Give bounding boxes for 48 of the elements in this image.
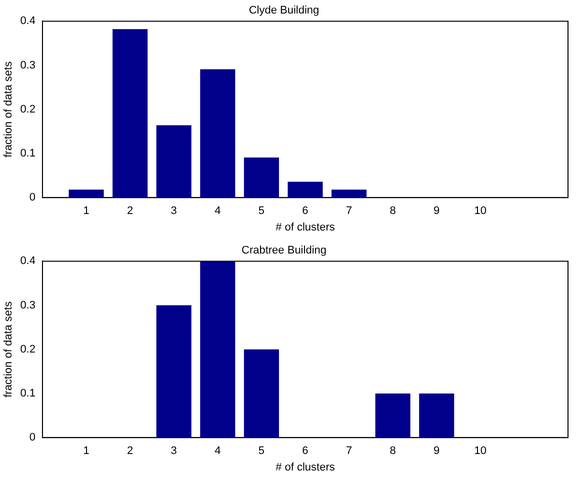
- bar: [419, 394, 454, 438]
- y-axis-title: fraction of data sets: [2, 60, 15, 158]
- x-tick-label: 4: [214, 445, 221, 458]
- x-tick-label: 6: [302, 205, 308, 218]
- x-tick-label: 4: [214, 205, 221, 218]
- chart-title: Clyde Building: [248, 4, 320, 17]
- y-tick-label: 0.3: [20, 299, 36, 312]
- bar: [375, 394, 410, 438]
- y-tick-label: 0: [29, 192, 36, 204]
- x-tick-label: 10: [474, 445, 487, 458]
- x-tick-label: 2: [127, 445, 134, 458]
- chart-title: Crabtree Building: [242, 244, 326, 257]
- x-tick-label: 1: [83, 445, 90, 458]
- x-axis-title: # of clusters: [276, 461, 336, 474]
- bar: [200, 261, 236, 438]
- bar: [244, 157, 279, 198]
- x-tick-label: 3: [170, 445, 177, 458]
- bar: [288, 182, 323, 198]
- x-tick-label: 8: [390, 445, 396, 458]
- y-axis-title: fraction of data sets: [2, 300, 15, 398]
- x-tick-label: 9: [434, 445, 440, 458]
- bar: [156, 305, 192, 438]
- x-tick-label: 2: [127, 205, 134, 218]
- y-tick-label: 0.2: [20, 343, 36, 356]
- bar: [112, 29, 148, 198]
- x-tick-label: 9: [434, 205, 440, 218]
- y-tick-label: 0.1: [20, 148, 36, 160]
- y-tick-label: 0: [29, 432, 36, 444]
- y-tick-label: 0.4: [20, 255, 36, 268]
- bar: [244, 349, 279, 438]
- x-tick-label: 7: [346, 445, 352, 458]
- x-axis-title: # of clusters: [276, 221, 336, 234]
- x-tick-label: 10: [474, 205, 487, 218]
- y-tick-label: 0.3: [20, 59, 36, 72]
- bar: [200, 69, 236, 198]
- x-tick-label: 5: [258, 205, 265, 218]
- y-tick-label: 0.4: [20, 15, 36, 28]
- x-tick-label: 1: [83, 205, 90, 218]
- x-tick-label: 7: [346, 205, 352, 218]
- bar: [156, 125, 192, 198]
- x-tick-label: 3: [170, 205, 177, 218]
- y-tick-label: 0.2: [20, 103, 36, 116]
- x-tick-label: 5: [258, 445, 265, 458]
- x-tick-label: 8: [390, 205, 396, 218]
- bar: [68, 190, 104, 198]
- x-tick-label: 6: [302, 445, 308, 458]
- y-tick-label: 0.1: [20, 388, 36, 400]
- bar: [332, 190, 367, 198]
